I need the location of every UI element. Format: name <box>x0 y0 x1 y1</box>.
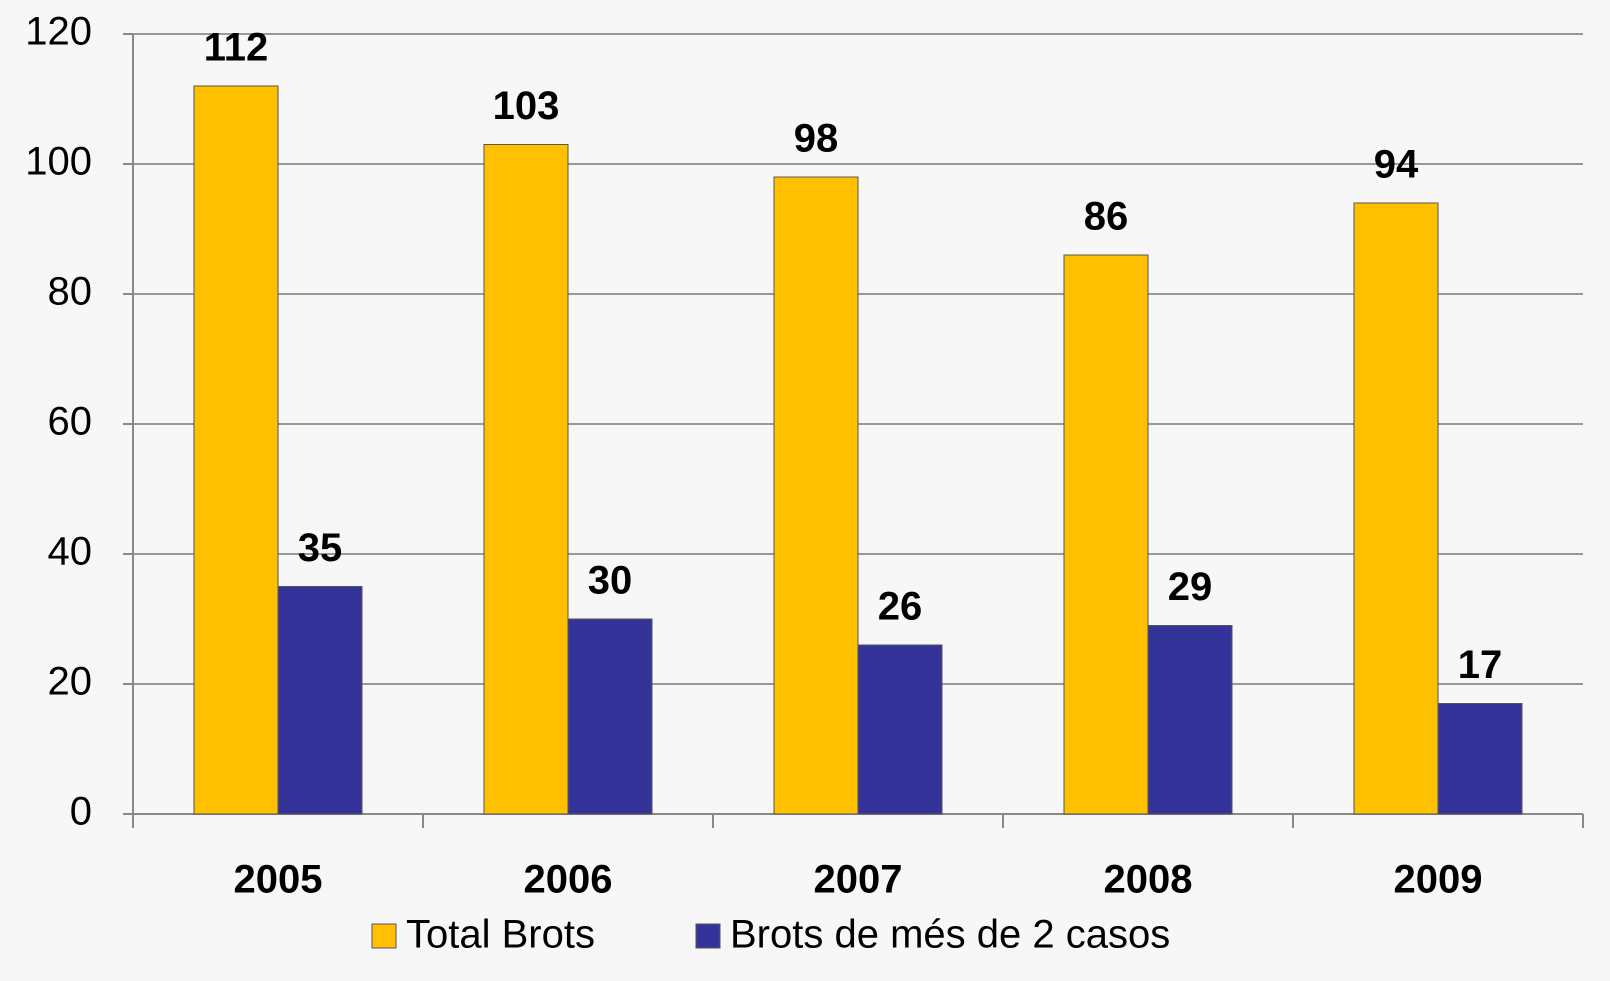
data-label: 98 <box>794 117 839 161</box>
bar <box>483 144 569 815</box>
bar <box>1353 202 1439 815</box>
bar <box>1437 703 1523 815</box>
data-label: 17 <box>1458 643 1503 687</box>
data-label: 103 <box>493 84 560 128</box>
data-label: 30 <box>588 559 633 603</box>
y-tick-label: 100 <box>25 140 92 184</box>
data-label: 94 <box>1374 143 1419 187</box>
data-label: 29 <box>1168 565 1213 609</box>
legend-swatch <box>371 923 397 949</box>
data-label: 26 <box>878 585 923 629</box>
y-tick-label: 80 <box>48 270 93 314</box>
bar <box>277 586 363 815</box>
bar <box>1147 625 1233 815</box>
bar <box>1063 254 1149 815</box>
x-tick-label: 2007 <box>814 858 903 902</box>
data-label: 35 <box>298 526 343 570</box>
y-tick-label: 0 <box>70 790 92 834</box>
data-label: 112 <box>204 26 269 70</box>
legend-label: Total Brots <box>406 913 595 957</box>
legend-label: Brots de més de 2 casos <box>730 913 1170 957</box>
x-tick-label: 2009 <box>1394 858 1483 902</box>
legend-swatch <box>695 923 721 949</box>
bar <box>193 85 279 815</box>
y-tick-label: 20 <box>48 660 93 704</box>
y-tick-label: 120 <box>25 10 92 54</box>
y-tick-label: 40 <box>48 530 93 574</box>
x-tick-label: 2006 <box>524 858 613 902</box>
x-tick-label: 2008 <box>1104 858 1193 902</box>
bar <box>567 618 653 815</box>
bar <box>773 176 859 815</box>
bar <box>857 644 943 815</box>
data-label: 86 <box>1084 195 1129 239</box>
x-tick-label: 2005 <box>234 858 323 902</box>
y-tick-label: 60 <box>48 400 93 444</box>
